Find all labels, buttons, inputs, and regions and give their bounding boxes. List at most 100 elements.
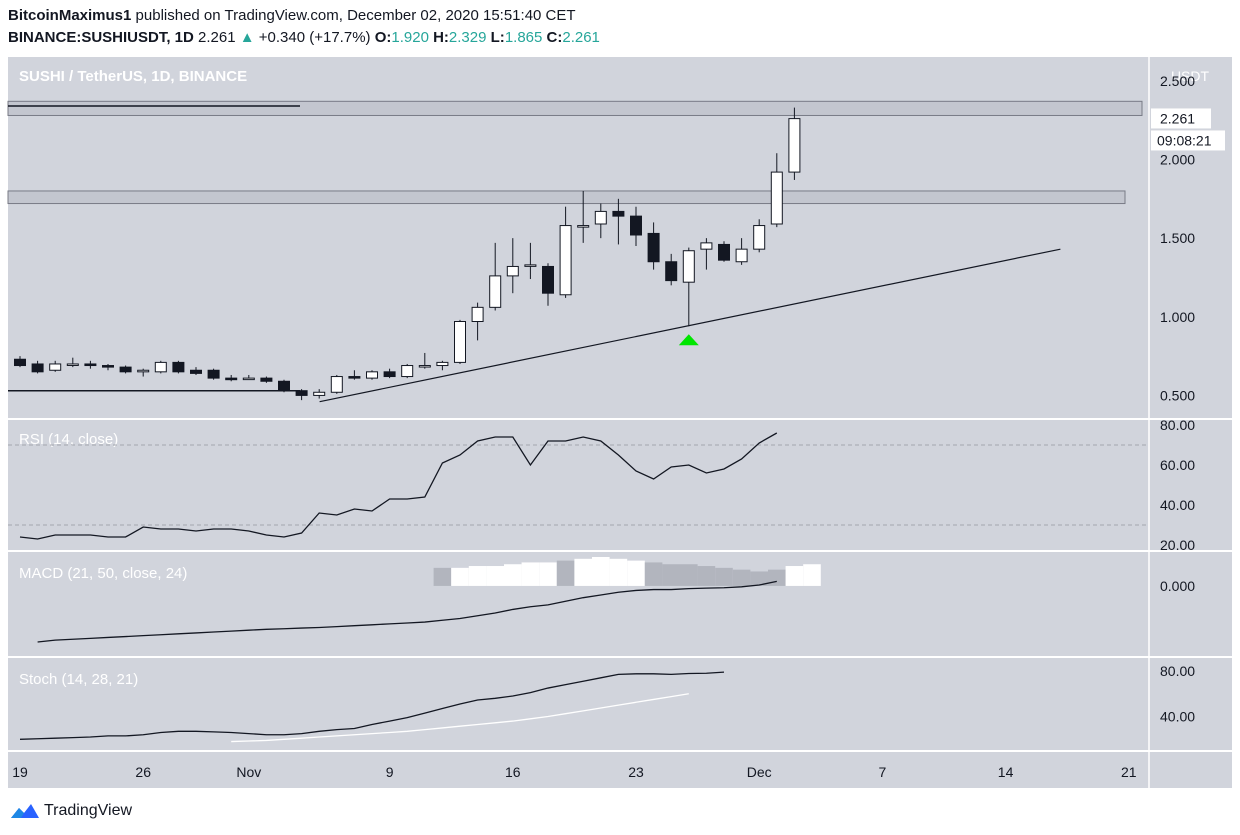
time-tick-label: Dec <box>747 764 772 780</box>
author-name[interactable]: BitcoinMaximus1 <box>8 7 132 24</box>
last-price: 2.261 <box>198 29 236 46</box>
time-tick-label: 14 <box>998 764 1014 780</box>
macd-histogram-bar <box>627 560 645 586</box>
candle-body <box>348 376 361 379</box>
rsi-tick-label: 20.00 <box>1160 537 1195 553</box>
candle-body <box>700 242 713 250</box>
macd-line <box>37 580 777 643</box>
candle-body <box>454 321 466 363</box>
brand-name: TradingView <box>44 802 133 819</box>
time-tick-label: 16 <box>505 764 521 780</box>
currency-label: USDT <box>1171 68 1210 84</box>
candle-body <box>154 361 167 373</box>
candle-body <box>682 250 695 283</box>
candle-body <box>401 365 414 378</box>
candle-body <box>612 210 625 217</box>
candle-body <box>559 225 572 296</box>
candle-body <box>718 243 730 261</box>
candle-body <box>665 261 678 282</box>
candle-body <box>788 118 801 173</box>
macd-histogram-bar <box>697 566 716 586</box>
candle-body <box>330 376 343 393</box>
macd-histogram-bar <box>433 567 452 586</box>
macd-histogram-bar <box>451 567 469 586</box>
last-price-label: 2.261 <box>1160 110 1195 126</box>
candle-body <box>49 363 62 371</box>
time-tick-label: 21 <box>1121 764 1137 780</box>
candle-body <box>102 365 114 368</box>
high-label: H: <box>433 29 449 46</box>
macd-histogram-bar <box>468 566 487 586</box>
price-tick-label: 1.500 <box>1160 230 1195 246</box>
candle-body <box>418 365 431 368</box>
candle-body <box>313 391 326 396</box>
rsi-line <box>19 432 778 540</box>
symbol-label: BINANCE:SUSHIUSDT, 1D <box>8 29 194 46</box>
candle-body <box>66 363 79 366</box>
stoch-tick-label: 40.00 <box>1160 709 1195 725</box>
candle-body <box>594 210 607 225</box>
time-tick-label: 9 <box>386 764 394 780</box>
change-up-icon: ▲ <box>239 29 255 46</box>
high-value: 2.329 <box>448 29 487 46</box>
macd-histogram-bar <box>609 558 628 586</box>
candle-body <box>242 377 255 381</box>
candle-body <box>207 369 220 379</box>
macd-histogram-bar <box>592 557 610 586</box>
macd-tick-label: 0.000 <box>1160 578 1195 594</box>
low-value: 1.865 <box>504 29 543 46</box>
time-tick-label: 19 <box>12 764 28 780</box>
candle-body <box>278 380 290 392</box>
resistance-zone <box>7 190 1126 205</box>
candle-body <box>630 215 642 236</box>
time-tick-label: 7 <box>879 764 887 780</box>
price-tick-label: 0.500 <box>1160 387 1195 403</box>
candle-body <box>383 371 396 378</box>
low-label: L: <box>490 29 505 46</box>
macd-histogram-bar <box>504 564 522 586</box>
macd-histogram-bar <box>768 569 786 586</box>
candle-body <box>366 371 378 379</box>
chart-background <box>8 57 1232 788</box>
publish-line: BitcoinMaximus1 published on TradingView… <box>8 7 576 24</box>
rsi-pane-title: RSI (14, close) <box>19 431 118 448</box>
candle-body <box>190 369 202 374</box>
candle-body <box>119 366 132 373</box>
change-value: +0.340 (+17.7%) <box>258 29 371 46</box>
candle-body <box>436 361 449 367</box>
macd-histogram-bar <box>732 569 751 586</box>
rsi-tick-label: 40.00 <box>1160 497 1195 513</box>
candle-body <box>295 390 308 396</box>
time-tick-label: 26 <box>135 764 151 780</box>
candle-body <box>647 232 660 263</box>
candle-body <box>506 265 519 277</box>
buy-signal-arrow-icon <box>678 334 699 346</box>
macd-histogram-bar <box>539 562 557 586</box>
candle-body <box>31 363 44 373</box>
macd-histogram-bar <box>803 564 821 586</box>
last-price-box <box>1151 108 1211 129</box>
macd-histogram-bar <box>486 566 504 586</box>
time-tick-label: Nov <box>236 764 261 780</box>
macd-pane-title: MACD (21, 50, close, 24) <box>19 565 187 582</box>
macd-histogram-bar <box>521 562 540 586</box>
candle-body <box>137 369 150 373</box>
macd-histogram-bar <box>644 562 663 586</box>
stoch-pane-title: Stoch (14, 28, 21) <box>19 671 138 688</box>
close-label: C: <box>546 29 563 46</box>
ohlc-line: BINANCE:SUSHIUSDT, 1D 2.261 ▲ +0.340 (+1… <box>8 29 600 46</box>
candle-body <box>753 225 766 250</box>
price-pane-title: SUSHI / TetherUS, 1D, BINANCE <box>19 68 247 85</box>
candle-body <box>735 248 748 263</box>
macd-histogram-bar <box>680 564 698 586</box>
macd-histogram-bar <box>662 564 680 586</box>
open-value: 1.920 <box>391 29 429 46</box>
candle-body <box>577 225 590 228</box>
macd-histogram-bar <box>715 567 733 586</box>
macd-histogram-bar <box>785 566 804 586</box>
candle-body <box>542 265 554 294</box>
candle-body <box>260 377 273 382</box>
open-label: O: <box>374 29 392 46</box>
footer-brand[interactable]: TradingView <box>10 801 132 821</box>
